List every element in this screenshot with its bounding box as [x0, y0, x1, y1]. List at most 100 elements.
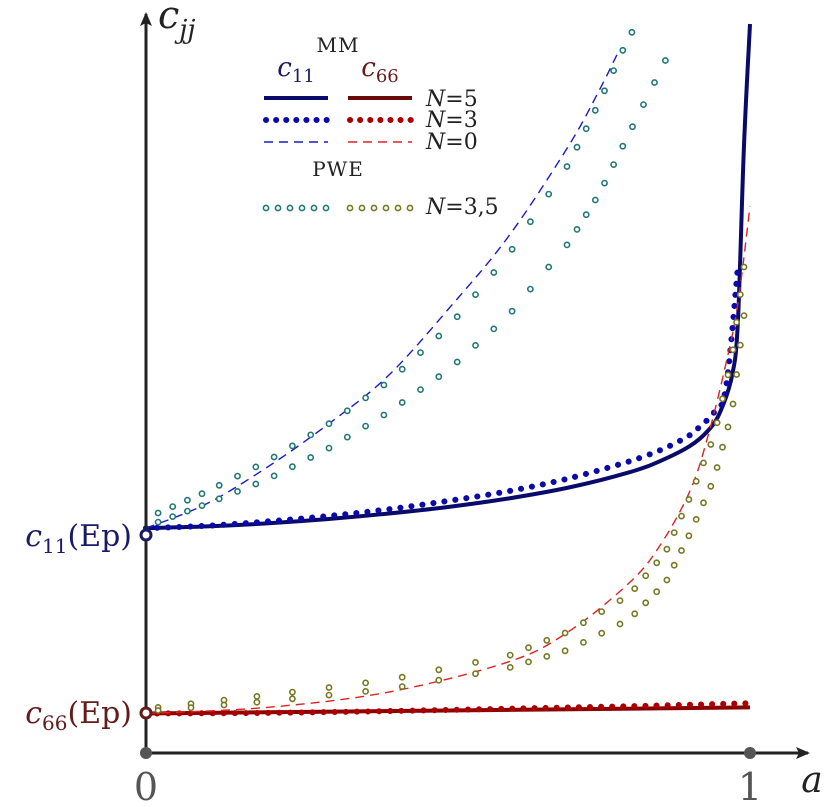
series-c66-pwe-upper-point	[642, 572, 650, 580]
y-tick-marker-c11	[139, 528, 153, 542]
series-c11-pwe-lower-point	[154, 518, 162, 526]
series-c11-pwe-upper-point	[362, 394, 369, 402]
y-tick-label-c11: c11(Ep)	[25, 519, 132, 558]
series-c66-pwe-lower-point	[670, 561, 678, 569]
series-c11-pwe-lower-point	[169, 513, 177, 520]
x-axis-label: a	[801, 760, 822, 801]
series-c11-pwe-lower-point	[472, 341, 479, 349]
series-c11-pwe-upper-point	[307, 431, 315, 439]
series-c11-pwe-lower-point	[270, 472, 278, 480]
series-c11-pwe-lower-point	[563, 241, 571, 249]
series-c66-pwe-lower-point	[685, 532, 693, 540]
legend-c66-circles-point	[346, 204, 354, 212]
series-c66-pwe-lower-point	[663, 576, 671, 584]
legend-c66-circles	[346, 204, 414, 212]
legend-row-n3: N=3	[425, 108, 478, 133]
series-c66-pwe-upper-point	[700, 459, 707, 467]
legend-row-n0-val: 0	[464, 130, 478, 155]
series-c66-pwe-upper-point	[561, 629, 569, 637]
legend-row-n0-sym: N	[425, 130, 446, 155]
series-c11-pwe-upper-point	[582, 125, 590, 133]
series-c66-pwe-lower-point	[631, 610, 639, 618]
series-c66-pwe-lower-point	[362, 688, 369, 695]
series-c66-pwe-lower-point	[736, 341, 744, 349]
series-c11-pwe-upper-point	[169, 503, 177, 510]
series-c11-pwe-lower-point	[215, 495, 223, 503]
series-c11-pwe-lower-point	[343, 433, 351, 441]
series-c11-pwe-lower-point	[234, 487, 241, 495]
legend-c66-circles-point	[358, 204, 366, 212]
series-c66-pwe-upper-point	[736, 291, 744, 298]
legend-row-n5: N=5	[425, 87, 478, 112]
series-c66-pwe-upper-point	[598, 608, 606, 615]
series-c66-pwe-lower-point	[398, 683, 406, 690]
y-tick-c66-main: c	[25, 696, 42, 731]
series-c11-pwe-upper-point	[601, 87, 608, 95]
series-c66-pwe-upper-point	[435, 666, 443, 674]
legend-c11-circles-point	[322, 204, 330, 212]
series-c11-pwe-upper-point	[417, 349, 424, 356]
y-axis-label-sub: jj	[174, 15, 195, 45]
series-c11-pwe-upper-point	[508, 245, 516, 253]
y-tick-c11-rest: (Ep)	[67, 519, 132, 554]
series-c66-pwe-lower-point	[653, 588, 661, 596]
series-c66-pwe-lower-point	[220, 701, 228, 709]
series-c11-pwe-upper-point	[453, 313, 461, 321]
series-c66-pwe-lower-point	[253, 698, 261, 706]
series-c11-pwe-upper-point	[545, 190, 553, 198]
series-c11-pwe-lower-point	[527, 285, 534, 293]
series-c11-pwe-lower-point	[508, 307, 516, 315]
legend-c66-circles-point	[394, 204, 402, 212]
series-c11-pwe-lower-point	[582, 211, 590, 219]
legend-c66-circles-point	[406, 204, 414, 212]
series-c66-pwe-lower-point	[692, 516, 700, 523]
series-c11-pwe-lower-point	[198, 502, 206, 509]
series-c11-pwe-upper-point	[288, 442, 296, 450]
series-c11-pwe-lower-point	[417, 386, 424, 393]
legend-c11-circles-point	[274, 204, 282, 212]
series-c66-pwe-lower-point	[740, 312, 748, 319]
legend-col1-main: c	[277, 53, 292, 83]
series-c11-pwe-lower-point	[252, 480, 260, 488]
series-c11-pwe-lower-point	[619, 142, 627, 150]
series-c66-pwe-upper-point	[678, 512, 685, 520]
series-c11-pwe-upper-point	[610, 67, 617, 74]
legend-col2-sub: 66	[376, 66, 399, 87]
legend-c11-circles-point	[298, 204, 306, 212]
series-c11-pwe-upper-point	[183, 496, 191, 504]
y-axis-label: cjj	[158, 0, 195, 45]
series-c11-pwe-lower-point	[380, 411, 388, 419]
series-c11-pwe-lower-point	[435, 373, 443, 381]
series-c11-pwe-upper-point	[154, 509, 162, 517]
series-c11-pwe-lower-point	[545, 263, 553, 271]
legend-row-pwe-sym: N	[425, 195, 446, 220]
legend-row-pwe-eq: =	[445, 195, 463, 220]
series-c11-pwe-upper-point	[563, 163, 571, 170]
series-c66-pwe-upper-point	[663, 545, 671, 553]
series-c11-pwe-upper-point	[343, 407, 351, 415]
series-c66-pwe-upper-point	[506, 651, 514, 659]
y-tick-label-c66: c66(Ep)	[25, 696, 132, 735]
series-c66-pwe-upper-point	[325, 684, 333, 691]
series-c11-mm-n-0	[145, 54, 618, 529]
series-c66-pwe-upper-point	[616, 597, 624, 604]
legend-row-n5-sym: N	[425, 87, 446, 112]
legend-mm-header: MM	[317, 33, 360, 57]
series-c11-pwe-upper-point	[270, 453, 278, 461]
series-c66-pwe-lower-point	[700, 499, 707, 507]
origin-dot	[140, 747, 152, 759]
legend-c11-circles-point	[262, 204, 270, 212]
series-c66-pwe-lower-point	[543, 653, 551, 660]
series-c11-pwe-lower-point	[362, 422, 369, 430]
legend-row-n3-sym: N	[425, 108, 446, 133]
series-c11-pwe-upper-point	[628, 28, 636, 36]
series-c11-pwe-lower-point	[453, 358, 461, 366]
series-c66-pwe-upper-point	[472, 659, 479, 666]
series-c66-pwe-lower-point	[187, 704, 195, 712]
series-c66-pwe-upper-point	[724, 371, 732, 379]
series-c11-pwe-lower-point	[398, 399, 406, 406]
series-c66-pwe-upper-point	[653, 559, 661, 567]
series-c66-pwe-lower-point	[288, 695, 296, 703]
